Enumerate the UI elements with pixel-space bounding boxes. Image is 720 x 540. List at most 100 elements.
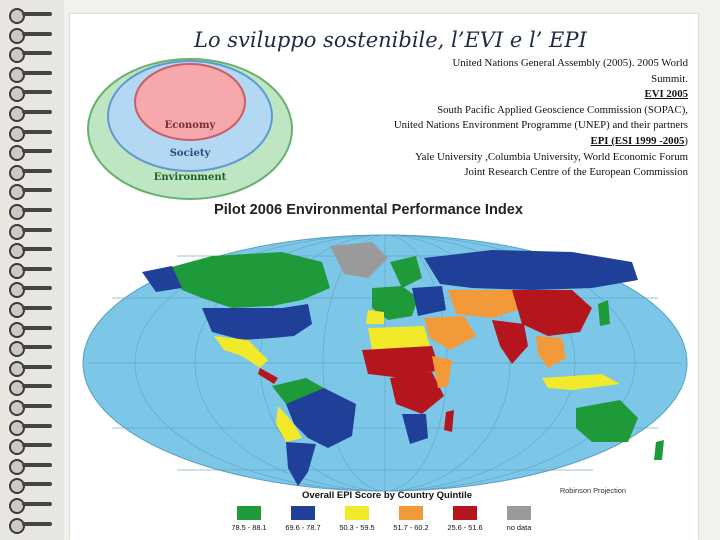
central-asia-land <box>448 290 524 318</box>
legend-item: 50.3 - 59.5 <box>334 506 380 532</box>
legend-swatch <box>291 506 315 520</box>
spiral-wire <box>22 227 52 232</box>
legend-swatch <box>453 506 477 520</box>
central-africa-land <box>390 372 444 414</box>
canada-land <box>168 252 330 308</box>
sahel-africa-land <box>362 346 440 378</box>
spiral-wire <box>22 129 52 134</box>
japan-land <box>598 300 610 326</box>
middle-east-land <box>424 316 476 350</box>
spiral-wire <box>22 247 52 252</box>
spiral-wire <box>22 51 52 56</box>
usa-land <box>202 304 312 340</box>
spiral-wire <box>22 149 52 154</box>
spiral-ring <box>9 282 25 299</box>
ref-line-3: South Pacific Applied Geoscience Commiss… <box>437 103 688 116</box>
spiral-ring <box>9 66 25 83</box>
ref-line-4: United Nations Environment Programme (UN… <box>393 119 688 132</box>
spiral-wire <box>22 384 52 389</box>
iberia-land <box>366 310 384 324</box>
legend-label: 25.6 - 51.6 <box>447 523 483 532</box>
new-zealand-land <box>654 440 664 460</box>
western-europe-land <box>372 286 418 320</box>
indonesia-land <box>542 374 620 390</box>
ref-line-6: Joint Research Centre of the European Co… <box>464 166 688 179</box>
spiral-ring <box>9 47 25 64</box>
society-label: Society <box>170 148 212 159</box>
environment-label: Environment <box>154 172 227 183</box>
map-title: Pilot 2006 Environmental Performance Ind… <box>214 202 524 218</box>
ref-line-1: United Nations General Assembly (2005). … <box>452 57 688 69</box>
references-block: United Nations General Assembly (2005). … <box>352 56 688 181</box>
russia-land <box>424 250 638 290</box>
spiral-wire <box>22 12 52 16</box>
legend-label: 50.3 - 59.5 <box>339 523 375 532</box>
spiral-ring <box>9 145 25 162</box>
ref-line-5: Yale University ,Columbia University, Wo… <box>414 150 688 163</box>
spiral-wire <box>22 306 52 310</box>
madagascar-land <box>444 410 454 432</box>
brazil-land <box>286 388 356 448</box>
argentina-chile-land <box>286 442 316 486</box>
peru-bolivia-land <box>276 406 302 442</box>
sustainability-rings-diagram: Economy Society Environment <box>87 58 293 200</box>
spiral-ring <box>9 321 25 338</box>
evi-heading: EVI 2005 <box>644 88 689 101</box>
spiral-ring <box>9 223 25 240</box>
spiral-wire <box>22 208 52 212</box>
spiral-ring <box>9 419 25 436</box>
spiral-ring <box>9 243 25 260</box>
central-america-land <box>258 368 278 384</box>
eastern-europe-land <box>412 286 446 316</box>
legend-item: no data <box>496 506 542 532</box>
legend-title: Overall EPI Score by Country Quintile <box>302 490 472 501</box>
spiral-wire <box>22 404 52 408</box>
spiral-wire <box>22 423 52 428</box>
legend-swatch <box>507 506 531 520</box>
epi-heading: EPI (ESI 1999 -2005 <box>590 134 685 147</box>
china-land <box>512 290 592 336</box>
legend-label: 78.5 - 88.1 <box>231 523 267 532</box>
spiral-ring <box>9 478 25 495</box>
spiral-wire <box>22 521 52 526</box>
spiral-wire <box>22 188 52 193</box>
spiral-ring <box>9 458 25 475</box>
spiral-wire <box>22 502 52 506</box>
spiral-wire <box>22 286 52 291</box>
ref-line-2: Summit. <box>651 72 688 85</box>
spiral-wire <box>22 364 52 369</box>
legend-swatch <box>237 506 261 520</box>
scandinavia-land <box>390 256 422 288</box>
slide-title: Lo sviluppo sostenibile, l’EVI e l’ EPI <box>194 28 587 52</box>
economy-ring <box>134 63 246 141</box>
spiral-wire <box>22 266 52 271</box>
spiral-ring <box>9 164 25 181</box>
spiral-ring <box>9 204 25 220</box>
epi-heading-row: EPI (ESI 1999 -2005) <box>352 134 689 150</box>
australia-land <box>576 400 638 442</box>
alaska-land <box>142 266 182 292</box>
spiral-binding <box>0 0 64 540</box>
spiral-ring <box>9 8 25 24</box>
projection-label: Robinson Projection <box>559 486 626 495</box>
spiral-wire <box>22 70 52 75</box>
spiral-wire <box>22 168 52 173</box>
spiral-ring <box>9 302 25 318</box>
legend-swatch <box>345 506 369 520</box>
spiral-ring <box>9 184 25 201</box>
mexico-land <box>214 336 268 368</box>
spiral-ring <box>9 360 25 377</box>
spiral-ring <box>9 106 25 122</box>
legend-item: 51.7 - 60.2 <box>388 506 434 532</box>
legend-label: 69.6 - 78.7 <box>285 523 321 532</box>
spiral-wire <box>22 110 52 114</box>
economy-label: Economy <box>165 120 217 131</box>
india-land <box>492 320 528 364</box>
spiral-wire <box>22 325 52 330</box>
legend-item: 25.6 - 51.6 <box>442 506 488 532</box>
legend-swatch <box>399 506 423 520</box>
world-epi-map <box>82 234 688 492</box>
southeast-asia-land <box>536 336 566 368</box>
spiral-ring <box>9 86 25 103</box>
legend-item: 69.6 - 78.7 <box>280 506 326 532</box>
